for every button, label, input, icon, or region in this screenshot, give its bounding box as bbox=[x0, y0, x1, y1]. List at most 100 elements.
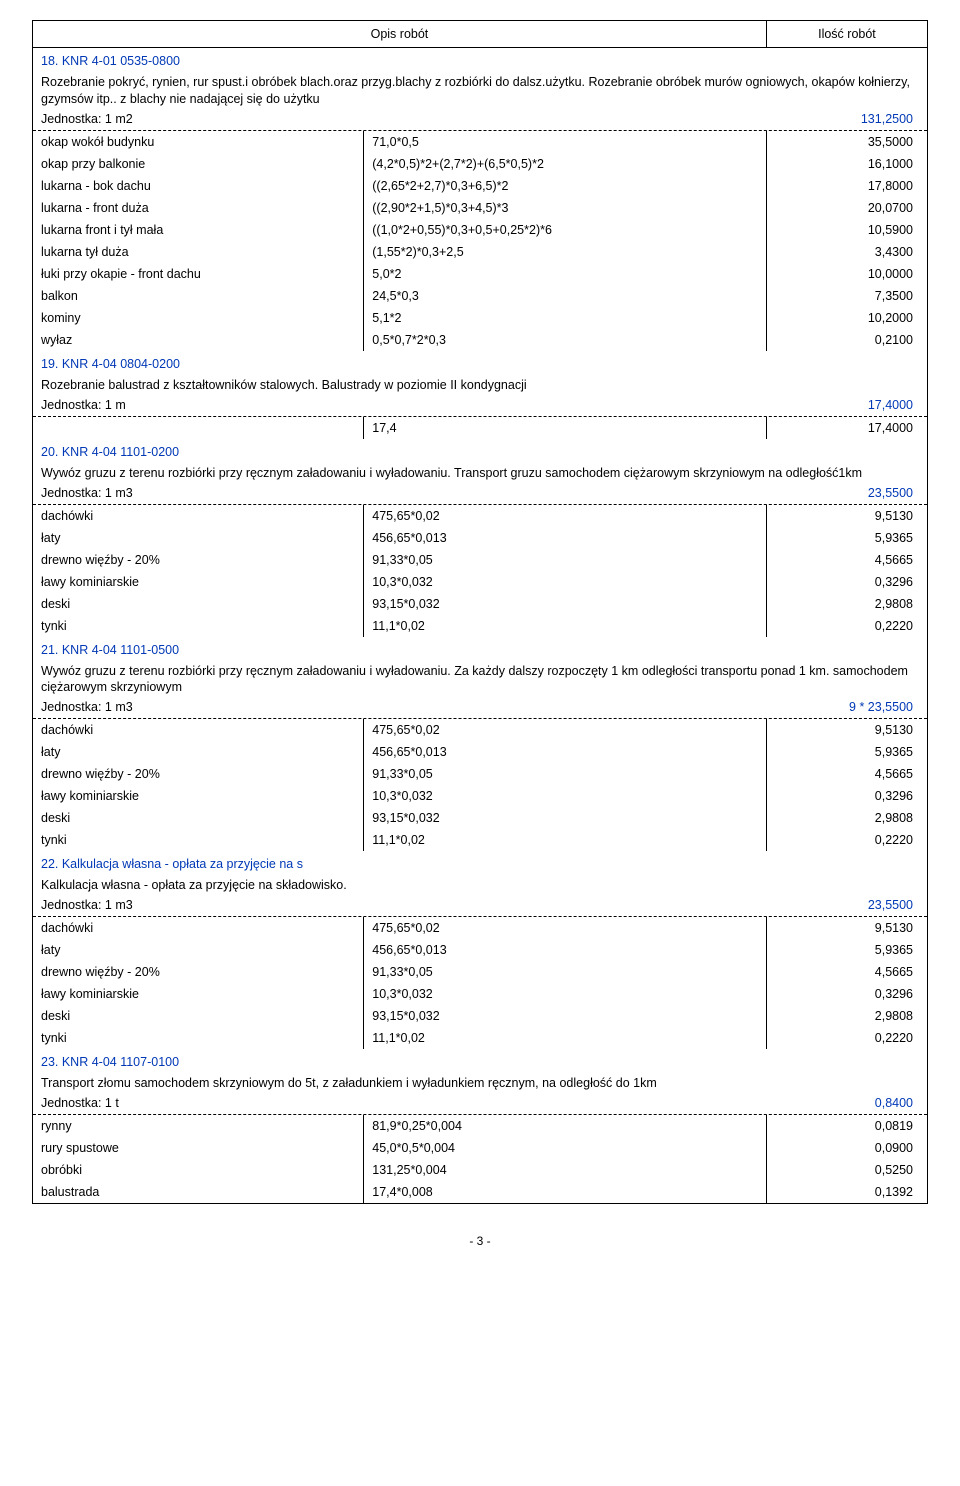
header-row: Opis robót Ilość robót bbox=[33, 21, 928, 48]
item-name: deski bbox=[33, 593, 364, 615]
item-name: deski bbox=[33, 1005, 364, 1027]
table-row: balkon24,5*0,37,3500 bbox=[33, 285, 927, 307]
item-formula: (1,55*2)*0,3+2,5 bbox=[364, 241, 766, 263]
section-title: 23. KNR 4-04 1107-0100 bbox=[33, 1049, 927, 1073]
item-value: 0,2220 bbox=[766, 615, 927, 637]
item-value: 4,5665 bbox=[766, 961, 927, 983]
unit-total: 9 * 23,5500 bbox=[849, 700, 919, 714]
item-formula: (4,2*0,5)*2+(2,7*2)+(6,5*0,5)*2 bbox=[364, 153, 766, 175]
item-formula: 475,65*0,02 bbox=[364, 505, 766, 527]
item-name bbox=[33, 417, 364, 439]
items-table: dachówki475,65*0,029,5130łaty456,65*0,01… bbox=[33, 917, 927, 1049]
unit-row: Jednostka: 1 m323,5500 bbox=[33, 484, 927, 505]
unit-row: Jednostka: 1 m 17,4000 bbox=[33, 396, 927, 417]
item-formula: 475,65*0,02 bbox=[364, 719, 766, 741]
item-name: lukarna front i tył mała bbox=[33, 219, 364, 241]
items-table: dachówki475,65*0,029,5130łaty456,65*0,01… bbox=[33, 505, 927, 637]
item-value: 0,1392 bbox=[766, 1181, 927, 1203]
item-value: 0,3296 bbox=[766, 785, 927, 807]
item-name: łaty bbox=[33, 741, 364, 763]
section: 23. KNR 4-04 1107-0100Transport złomu sa… bbox=[33, 1049, 927, 1203]
item-name: łaty bbox=[33, 527, 364, 549]
item-value: 5,9365 bbox=[766, 527, 927, 549]
table-row: łaty456,65*0,0135,9365 bbox=[33, 741, 927, 763]
section-description: Wywóz gruzu z terenu rozbiórki przy ręcz… bbox=[33, 661, 927, 699]
item-value: 0,3296 bbox=[766, 983, 927, 1005]
table-row: tynki11,1*0,020,2220 bbox=[33, 829, 927, 851]
table-row: kominy5,1*210,2000 bbox=[33, 307, 927, 329]
item-value: 2,9808 bbox=[766, 1005, 927, 1027]
unit-total: 0,8400 bbox=[875, 1096, 919, 1110]
items-table: rynny81,9*0,25*0,0040,0819rury spustowe4… bbox=[33, 1115, 927, 1203]
unit-label: Jednostka: 1 m3 bbox=[41, 898, 133, 912]
table-row: lukarna front i tył mała((1,0*2+0,55)*0,… bbox=[33, 219, 927, 241]
item-name: kominy bbox=[33, 307, 364, 329]
table-row: lukarna - front duża((2,90*2+1,5)*0,3+4,… bbox=[33, 197, 927, 219]
section-title: 20. KNR 4-04 1101-0200 bbox=[33, 439, 927, 463]
section-title: 19. KNR 4-04 0804-0200 bbox=[33, 351, 927, 375]
item-formula: 11,1*0,02 bbox=[364, 615, 766, 637]
table-row: rury spustowe45,0*0,5*0,0040,0900 bbox=[33, 1137, 927, 1159]
unit-total: 17,4000 bbox=[868, 398, 919, 412]
section-description: Wywóz gruzu z terenu rozbiórki przy ręcz… bbox=[33, 463, 927, 484]
table-row: drewno więźby - 20%91,33*0,054,5665 bbox=[33, 549, 927, 571]
items-table: okap wokół budynku71,0*0,535,5000okap pr… bbox=[33, 131, 927, 351]
item-name: balustrada bbox=[33, 1181, 364, 1203]
item-formula: 0,5*0,7*2*0,3 bbox=[364, 329, 766, 351]
item-value: 3,4300 bbox=[766, 241, 927, 263]
item-value: 2,9808 bbox=[766, 593, 927, 615]
section-title: 18. KNR 4-01 0535-0800 bbox=[33, 48, 927, 72]
table-row: deski93,15*0,0322,9808 bbox=[33, 593, 927, 615]
table-row: drewno więźby - 20%91,33*0,054,5665 bbox=[33, 961, 927, 983]
item-value: 9,5130 bbox=[766, 505, 927, 527]
item-name: deski bbox=[33, 807, 364, 829]
item-value: 2,9808 bbox=[766, 807, 927, 829]
section: 22. Kalkulacja własna - opłata za przyję… bbox=[33, 851, 927, 1049]
item-value: 4,5665 bbox=[766, 549, 927, 571]
item-value: 10,5900 bbox=[766, 219, 927, 241]
item-formula: 93,15*0,032 bbox=[364, 1005, 766, 1027]
item-name: dachówki bbox=[33, 505, 364, 527]
section: 21. KNR 4-04 1101-0500Wywóz gruzu z tere… bbox=[33, 637, 927, 852]
item-formula: 456,65*0,013 bbox=[364, 527, 766, 549]
table-row: dachówki475,65*0,029,5130 bbox=[33, 719, 927, 741]
item-value: 7,3500 bbox=[766, 285, 927, 307]
item-name: lukarna - front duża bbox=[33, 197, 364, 219]
unit-label: Jednostka: 1 m bbox=[41, 398, 126, 412]
items-table: dachówki475,65*0,029,5130łaty456,65*0,01… bbox=[33, 719, 927, 851]
header-col-description: Opis robót bbox=[33, 21, 767, 48]
table-row: łaty456,65*0,0135,9365 bbox=[33, 527, 927, 549]
table-row: ławy kominiarskie10,3*0,0320,3296 bbox=[33, 571, 927, 593]
table-row: ławy kominiarskie10,3*0,0320,3296 bbox=[33, 785, 927, 807]
item-value: 9,5130 bbox=[766, 719, 927, 741]
unit-label: Jednostka: 1 m2 bbox=[41, 112, 133, 126]
item-name: drewno więźby - 20% bbox=[33, 549, 364, 571]
item-formula: 131,25*0,004 bbox=[364, 1159, 766, 1181]
items-table: 17,417,4000 bbox=[33, 417, 927, 439]
table-row: rynny81,9*0,25*0,0040,0819 bbox=[33, 1115, 927, 1137]
item-formula: 5,0*2 bbox=[364, 263, 766, 285]
item-name: drewno więźby - 20% bbox=[33, 763, 364, 785]
item-value: 0,0900 bbox=[766, 1137, 927, 1159]
table-row: łuki przy okapie - front dachu5,0*210,00… bbox=[33, 263, 927, 285]
item-name: balkon bbox=[33, 285, 364, 307]
table-row: lukarna - bok dachu((2,65*2+2,7)*0,3+6,5… bbox=[33, 175, 927, 197]
item-formula: 17,4*0,008 bbox=[364, 1181, 766, 1203]
unit-label: Jednostka: 1 m3 bbox=[41, 486, 133, 500]
section: 19. KNR 4-04 0804-0200Rozebranie balustr… bbox=[33, 351, 927, 439]
item-value: 10,2000 bbox=[766, 307, 927, 329]
unit-total: 23,5500 bbox=[868, 898, 919, 912]
table-row: deski93,15*0,0322,9808 bbox=[33, 807, 927, 829]
item-formula: ((1,0*2+0,55)*0,3+0,5+0,25*2)*6 bbox=[364, 219, 766, 241]
item-name: lukarna tył duża bbox=[33, 241, 364, 263]
table-row: okap wokół budynku71,0*0,535,5000 bbox=[33, 131, 927, 153]
item-value: 0,5250 bbox=[766, 1159, 927, 1181]
item-formula: 11,1*0,02 bbox=[364, 1027, 766, 1049]
item-name: łaty bbox=[33, 939, 364, 961]
item-name: łuki przy okapie - front dachu bbox=[33, 263, 364, 285]
item-value: 0,3296 bbox=[766, 571, 927, 593]
section-title: 21. KNR 4-04 1101-0500 bbox=[33, 637, 927, 661]
item-formula: 93,15*0,032 bbox=[364, 807, 766, 829]
table-row: dachówki475,65*0,029,5130 bbox=[33, 505, 927, 527]
section-description: Transport złomu samochodem skrzyniowym d… bbox=[33, 1073, 927, 1094]
